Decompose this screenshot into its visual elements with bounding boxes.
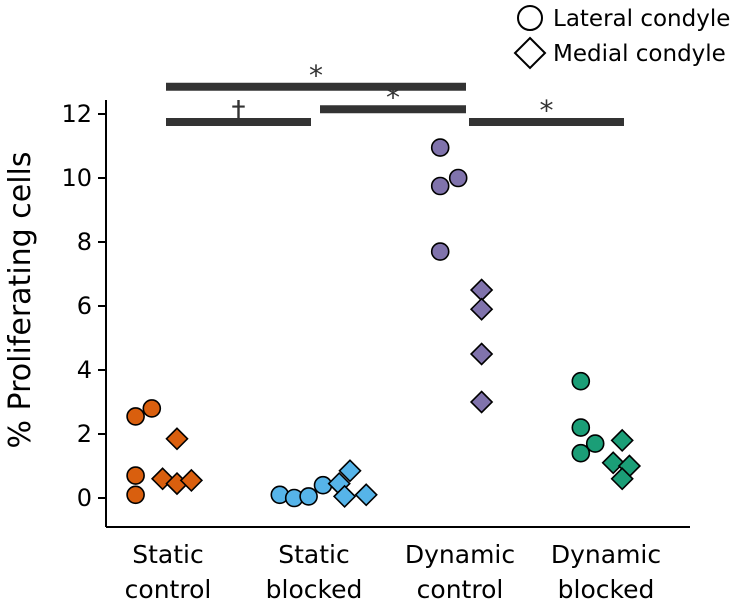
lateral-condyle-point — [430, 242, 450, 261]
y-tick-label: 6 — [77, 292, 92, 320]
y-tick-label: 8 — [77, 228, 92, 256]
y-tick-label: 2 — [77, 420, 92, 448]
medial-condyle-point — [469, 390, 494, 414]
lateral-condyle-point — [126, 485, 145, 505]
legend-diamond-icon — [513, 36, 547, 70]
x-category-label-line1: Static — [132, 540, 203, 569]
medial-condyle-point — [610, 428, 634, 453]
lateral-condyle-point — [299, 487, 318, 506]
significance-label: † — [232, 94, 246, 127]
significance-label: * — [540, 94, 554, 127]
legend-label: Medial condyle — [553, 41, 726, 67]
y-tick-label: 12 — [61, 100, 92, 128]
lateral-condyle-point — [448, 168, 468, 188]
lateral-condyle-point — [142, 399, 162, 418]
y-tick-label: 10 — [61, 164, 92, 192]
axes: 0 2 4 6 8 10 12 % Proliferating cells — [3, 100, 690, 528]
x-category-label-line1: Static — [278, 540, 349, 569]
medial-condyle-point — [469, 342, 494, 366]
medial-condyle-point — [165, 427, 189, 451]
x-category-label-line2: control — [125, 575, 212, 604]
lateral-condyle-point — [126, 407, 145, 426]
lateral-condyle-point — [430, 138, 450, 157]
medial-condyle-point — [610, 467, 634, 491]
medial-condyle-point — [179, 468, 204, 493]
data-points — [126, 138, 642, 509]
x-category-label-line1: Dynamic — [551, 540, 661, 569]
x-category-labels: Static control Static blocked Dynamic control… — [125, 540, 661, 604]
x-category-label-line2: blocked — [266, 575, 363, 604]
legend: Lateral condyle Medial condyle — [513, 5, 730, 70]
medial-condyle-point — [601, 451, 625, 475]
lateral-condyle-point — [585, 434, 605, 453]
lateral-condyle-point — [313, 475, 333, 495]
medial-condyle-point — [469, 278, 494, 302]
medial-condyle-point — [338, 459, 362, 483]
lateral-condyle-point — [430, 176, 450, 196]
lateral-condyle-point — [571, 443, 591, 463]
significance-label: * — [309, 59, 323, 92]
lateral-condyle-point — [571, 418, 591, 437]
x-category-label-line2: control — [417, 575, 504, 604]
x-category-label-line1: Dynamic — [405, 540, 515, 569]
lateral-condyle-point — [571, 371, 591, 391]
y-tick-label: 4 — [77, 356, 92, 384]
y-axis-label: % Proliferating cells — [3, 152, 38, 449]
medial-condyle-point — [469, 297, 494, 321]
legend-circle-icon — [517, 5, 543, 31]
significance-label: * — [386, 81, 400, 114]
lateral-condyle-point — [126, 466, 145, 485]
x-category-label-line2: blocked — [558, 575, 655, 604]
medial-condyle-point — [332, 484, 357, 509]
significance-annotations: * † * * — [166, 59, 624, 127]
legend-label: Lateral condyle — [553, 6, 730, 32]
medial-condyle-point — [354, 483, 378, 507]
y-tick-label: 0 — [77, 484, 92, 512]
